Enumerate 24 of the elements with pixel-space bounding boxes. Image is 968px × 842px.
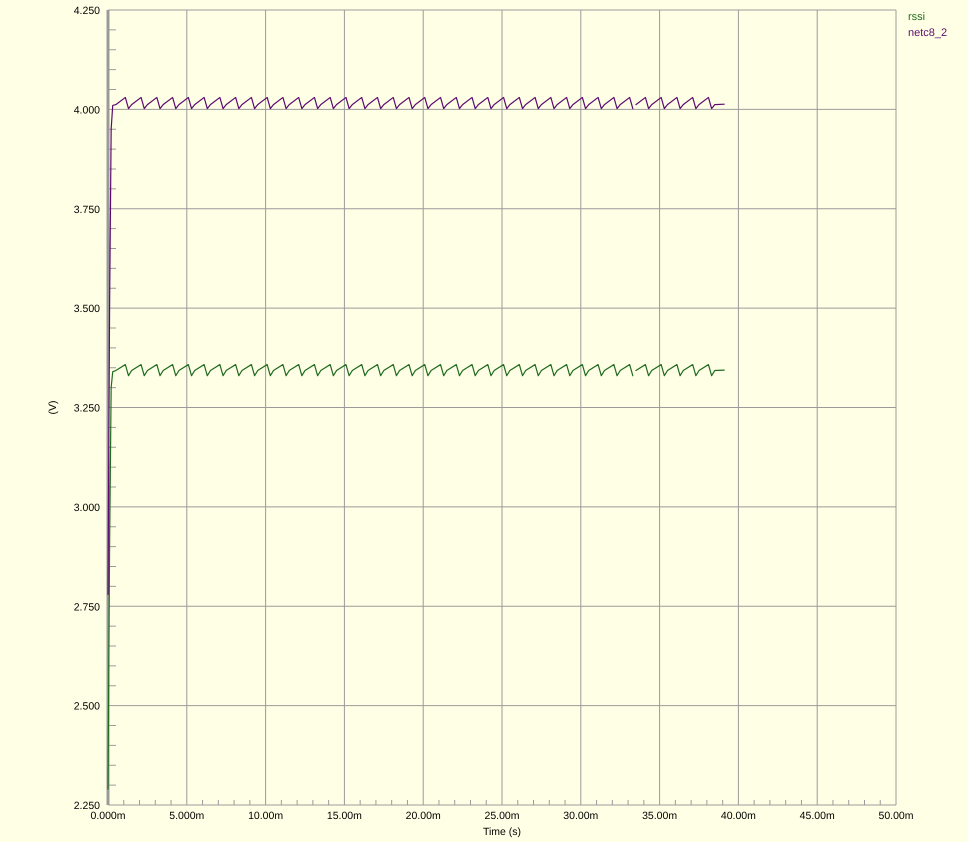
x-tick-label: 40.00m bbox=[720, 810, 756, 822]
y-tick-label: 3.250 bbox=[74, 402, 100, 414]
y-tick-label: 2.250 bbox=[74, 800, 100, 812]
x-tick-label: 25.00m bbox=[484, 810, 520, 822]
text: netc8_2 bbox=[908, 27, 948, 39]
text: rssi bbox=[908, 11, 926, 23]
x-tick-label: 30.00m bbox=[563, 810, 599, 822]
x-tick-label: 20.00m bbox=[406, 810, 441, 822]
x-axis-title: Time (s) bbox=[482, 826, 522, 838]
x-tick-label: 0.000m bbox=[90, 810, 126, 822]
y-tick-label: 4.000 bbox=[74, 104, 100, 116]
y-tick-label: 3.000 bbox=[74, 502, 100, 514]
x-tick-label: 5.000m bbox=[169, 810, 205, 822]
y-tick-label: 2.500 bbox=[74, 700, 100, 713]
x-tick-label: 45.00m bbox=[800, 810, 835, 822]
y-tick-label: 3.750 bbox=[74, 204, 100, 216]
x-tick-label: 10.00m bbox=[248, 810, 284, 822]
y-axis-title: (V) bbox=[47, 400, 59, 414]
x-tick-label: 50.00m bbox=[878, 810, 914, 822]
x-tick-label: 15.00m bbox=[326, 810, 362, 822]
y-tick-label: 3.500 bbox=[74, 303, 100, 316]
y-tick-label: 2.750 bbox=[74, 601, 100, 614]
y-tick-label: 4.250 bbox=[74, 5, 100, 17]
x-tick-label: 35.00m bbox=[642, 810, 678, 822]
